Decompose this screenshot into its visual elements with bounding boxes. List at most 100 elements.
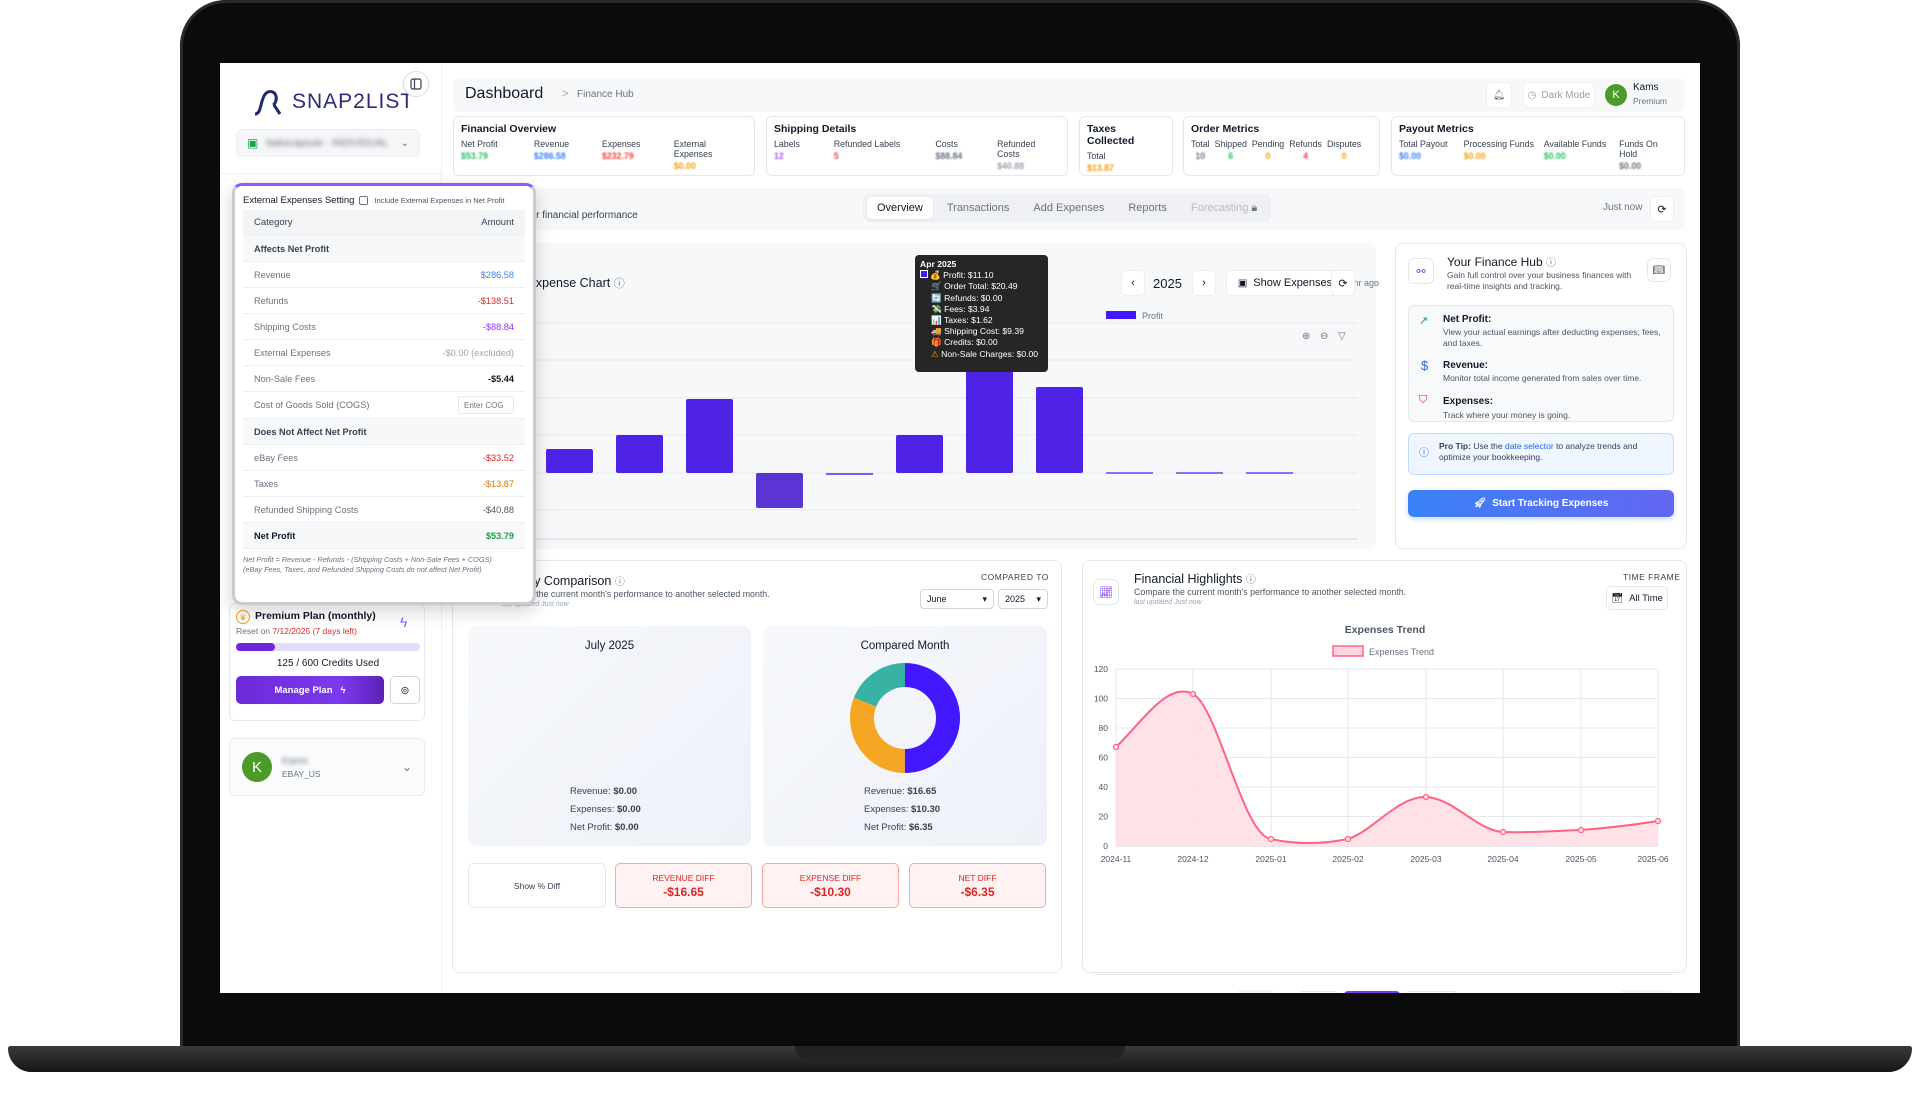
notifications-button[interactable]: 🔔︎ [1486, 82, 1512, 108]
chart-updated: 3 hr ago [1346, 278, 1380, 288]
external-expenses-popover: External Expenses Setting Include Extern… [232, 183, 536, 605]
tooltip-line: 💸 Fees: $3.94 [931, 303, 990, 314]
include-external-checkbox[interactable] [359, 196, 369, 205]
compared-month-panel: Compared Month Revenue: $16.65 Expenses:… [763, 626, 1047, 846]
tab-forecasting[interactable]: Forecasting 🔒︎ [1190, 201, 1258, 214]
metric-row: Labels 12 Refunded Labels 5 Costs $88.84 Re… [774, 139, 1060, 171]
store-name: babocapsule - INDIVIDUAL [266, 137, 389, 149]
metric-row: Total 10 Shipped 6 Pending 0 Refunds 4 Dispu… [1191, 139, 1372, 161]
brand-logo[interactable]: SNAP2LIST [252, 87, 414, 117]
card-title: Order Metrics [1191, 123, 1260, 135]
crown-icon: ♛ [236, 610, 250, 624]
metric-row: Net Profit $53.79 Revenue $286.58 Expenses… [461, 139, 747, 171]
svg-text:120: 120 [1094, 664, 1108, 674]
book-icon: 📖︎ [1652, 264, 1666, 276]
info-icon[interactable]: ⓘ [1545, 258, 1556, 269]
reset-date: 7/12/2025 (7 days left) [272, 626, 357, 636]
reset-prefix: Reset on [236, 626, 271, 636]
account-switcher[interactable]: K Kams EBAY_US ⌄ [229, 738, 425, 796]
refresh-icon: ⟳ [1657, 203, 1667, 216]
toggle-profit[interactable]: Profit [1297, 991, 1339, 993]
metric-expenses: Expenses $232.79 [601, 139, 641, 161]
dark-mode-label: Dark Mode [1541, 89, 1591, 101]
compared-month-donut [850, 663, 960, 773]
current-month-title: July 2025 [584, 640, 635, 652]
credits-used: 125 / 600 Credits Used [276, 658, 380, 669]
date-selector-link[interactable]: date selector [1505, 441, 1554, 451]
svg-text:2024-12: 2024-12 [1177, 854, 1208, 864]
cogs-input[interactable] [458, 396, 514, 414]
account-marketplace: EBAY_US [282, 768, 321, 779]
table-row: Refunded Shipping Costs -$40.88 [243, 497, 525, 523]
toggle-expenses[interactable]: Expenses [1344, 991, 1400, 993]
svg-text:60: 60 [1099, 753, 1109, 763]
manage-plan-label: Manage Plan [274, 684, 333, 696]
tab-reports[interactable]: Reports [1128, 202, 1167, 214]
clock-icon: ◷ [1527, 89, 1537, 101]
prev-year-button[interactable]: ‹ [1121, 270, 1145, 296]
metric-shipped: Shipped 6 [1214, 139, 1247, 161]
info-icon[interactable]: ⓘ [614, 577, 625, 588]
user-avatar[interactable]: K [1605, 84, 1627, 106]
chevron-right-icon: › [1202, 277, 1206, 289]
compared-to-label: COMPARED TO [981, 572, 1049, 582]
year-select[interactable]: 2025 ▾ [998, 589, 1048, 609]
time-frame-button[interactable]: 📅︎ All Time [1606, 586, 1668, 610]
user-tier: Premium [1633, 96, 1668, 106]
time-frame-label: TIME FRAME [1623, 572, 1681, 582]
show-pct-diff-button[interactable]: Show % Diff [468, 863, 606, 908]
metric-disputes: Disputes 0 [1326, 139, 1362, 161]
feature-title: Net Profit: [1443, 314, 1492, 325]
brand-name: SNAP2LIST [292, 90, 415, 113]
lightning-icon[interactable]: ϟ [400, 614, 408, 630]
svg-text:2024-11: 2024-11 [1101, 854, 1132, 864]
svg-text:0: 0 [1103, 841, 1108, 851]
dark-mode-button[interactable]: ◷ Dark Mode [1523, 82, 1595, 108]
metric-row: Total Payout $0.00 Processing Funds $0.00 … [1399, 139, 1677, 171]
tooltip-line: 🔄 Refunds: $0.00 [931, 292, 1003, 303]
laptop-notch [795, 1046, 1125, 1060]
table-row: Taxes -$13.87 [243, 471, 525, 497]
svg-text:2025-06: 2025-06 [1637, 854, 1668, 864]
breadcrumb-finance-hub[interactable]: Finance Hub [577, 89, 634, 100]
net-diff: NET DIFF -$6.35 [909, 863, 1046, 908]
tab-transactions[interactable]: Transactions [946, 202, 1010, 214]
plan-reset: Reset on 7/12/2025 (7 days left) [236, 626, 357, 636]
svg-text:2025-05: 2025-05 [1565, 854, 1596, 864]
info-icon[interactable]: ⓘ [1245, 575, 1256, 586]
month-select[interactable]: June ▾ [920, 589, 994, 609]
profit-bar-chart: Profit ⊕ ⊖ ▽ [494, 311, 1357, 540]
table-row: Shipping Costs -$88.84 [243, 314, 525, 340]
tab-overview[interactable]: Overview [867, 197, 933, 219]
lightning-icon: ϟ [340, 684, 346, 696]
metric-net-profit: Net Profit $53.79 [461, 139, 498, 161]
next-year-button[interactable]: › [1192, 270, 1216, 296]
guide-button[interactable]: 📖︎ [1647, 258, 1671, 282]
feature-title: Expenses: [1443, 396, 1494, 407]
card-title: Financial Overview [461, 123, 557, 135]
metric-refunded-costs: Refunded Costs $40.88 [997, 139, 1036, 171]
lock-icon: 🔒︎ [1251, 201, 1258, 214]
divider [220, 173, 442, 174]
start-tracking-button[interactable]: 🚀︎ Start Tracking Expenses [1408, 490, 1674, 517]
dollar-icon: $ [1421, 358, 1429, 373]
refresh-button[interactable]: ⟳ [1650, 196, 1674, 222]
hub-icon: ⚯ [1408, 258, 1434, 284]
section-subtitle: your financial performance [520, 210, 638, 221]
show-expenses-button[interactable]: ▣ Show Expenses [1226, 270, 1344, 296]
chart-refresh-button[interactable]: ⟳ [1331, 270, 1355, 296]
expenses-trend-chart: Expenses Trend Expenses Trend 120 100 80 [1094, 624, 1669, 864]
panel-icon [410, 78, 422, 90]
info-icon[interactable]: ⓘ [613, 278, 625, 290]
lowest-expenses-value: $4.47 [1237, 990, 1275, 993]
manage-plan-button[interactable]: Manage Plan ϟ [236, 676, 384, 704]
toggle-external[interactable]: External [1405, 991, 1457, 993]
comparison-subtitle: are the current month's performance to a… [521, 589, 770, 599]
sidebar-collapse-button[interactable] [403, 71, 429, 97]
coins-button[interactable]: ⊚ [390, 676, 420, 704]
shield-icon: ⛉ [1419, 394, 1428, 406]
store-selector[interactable]: ▣ babocapsule - INDIVIDUAL ⌄ [236, 129, 420, 157]
breadcrumb-separator: > [562, 88, 569, 100]
tab-add-expenses[interactable]: Add Expenses [1033, 202, 1105, 214]
current-month-panel: July 2025 Revenue: $0.00 Expenses: $0.00… [468, 626, 751, 846]
